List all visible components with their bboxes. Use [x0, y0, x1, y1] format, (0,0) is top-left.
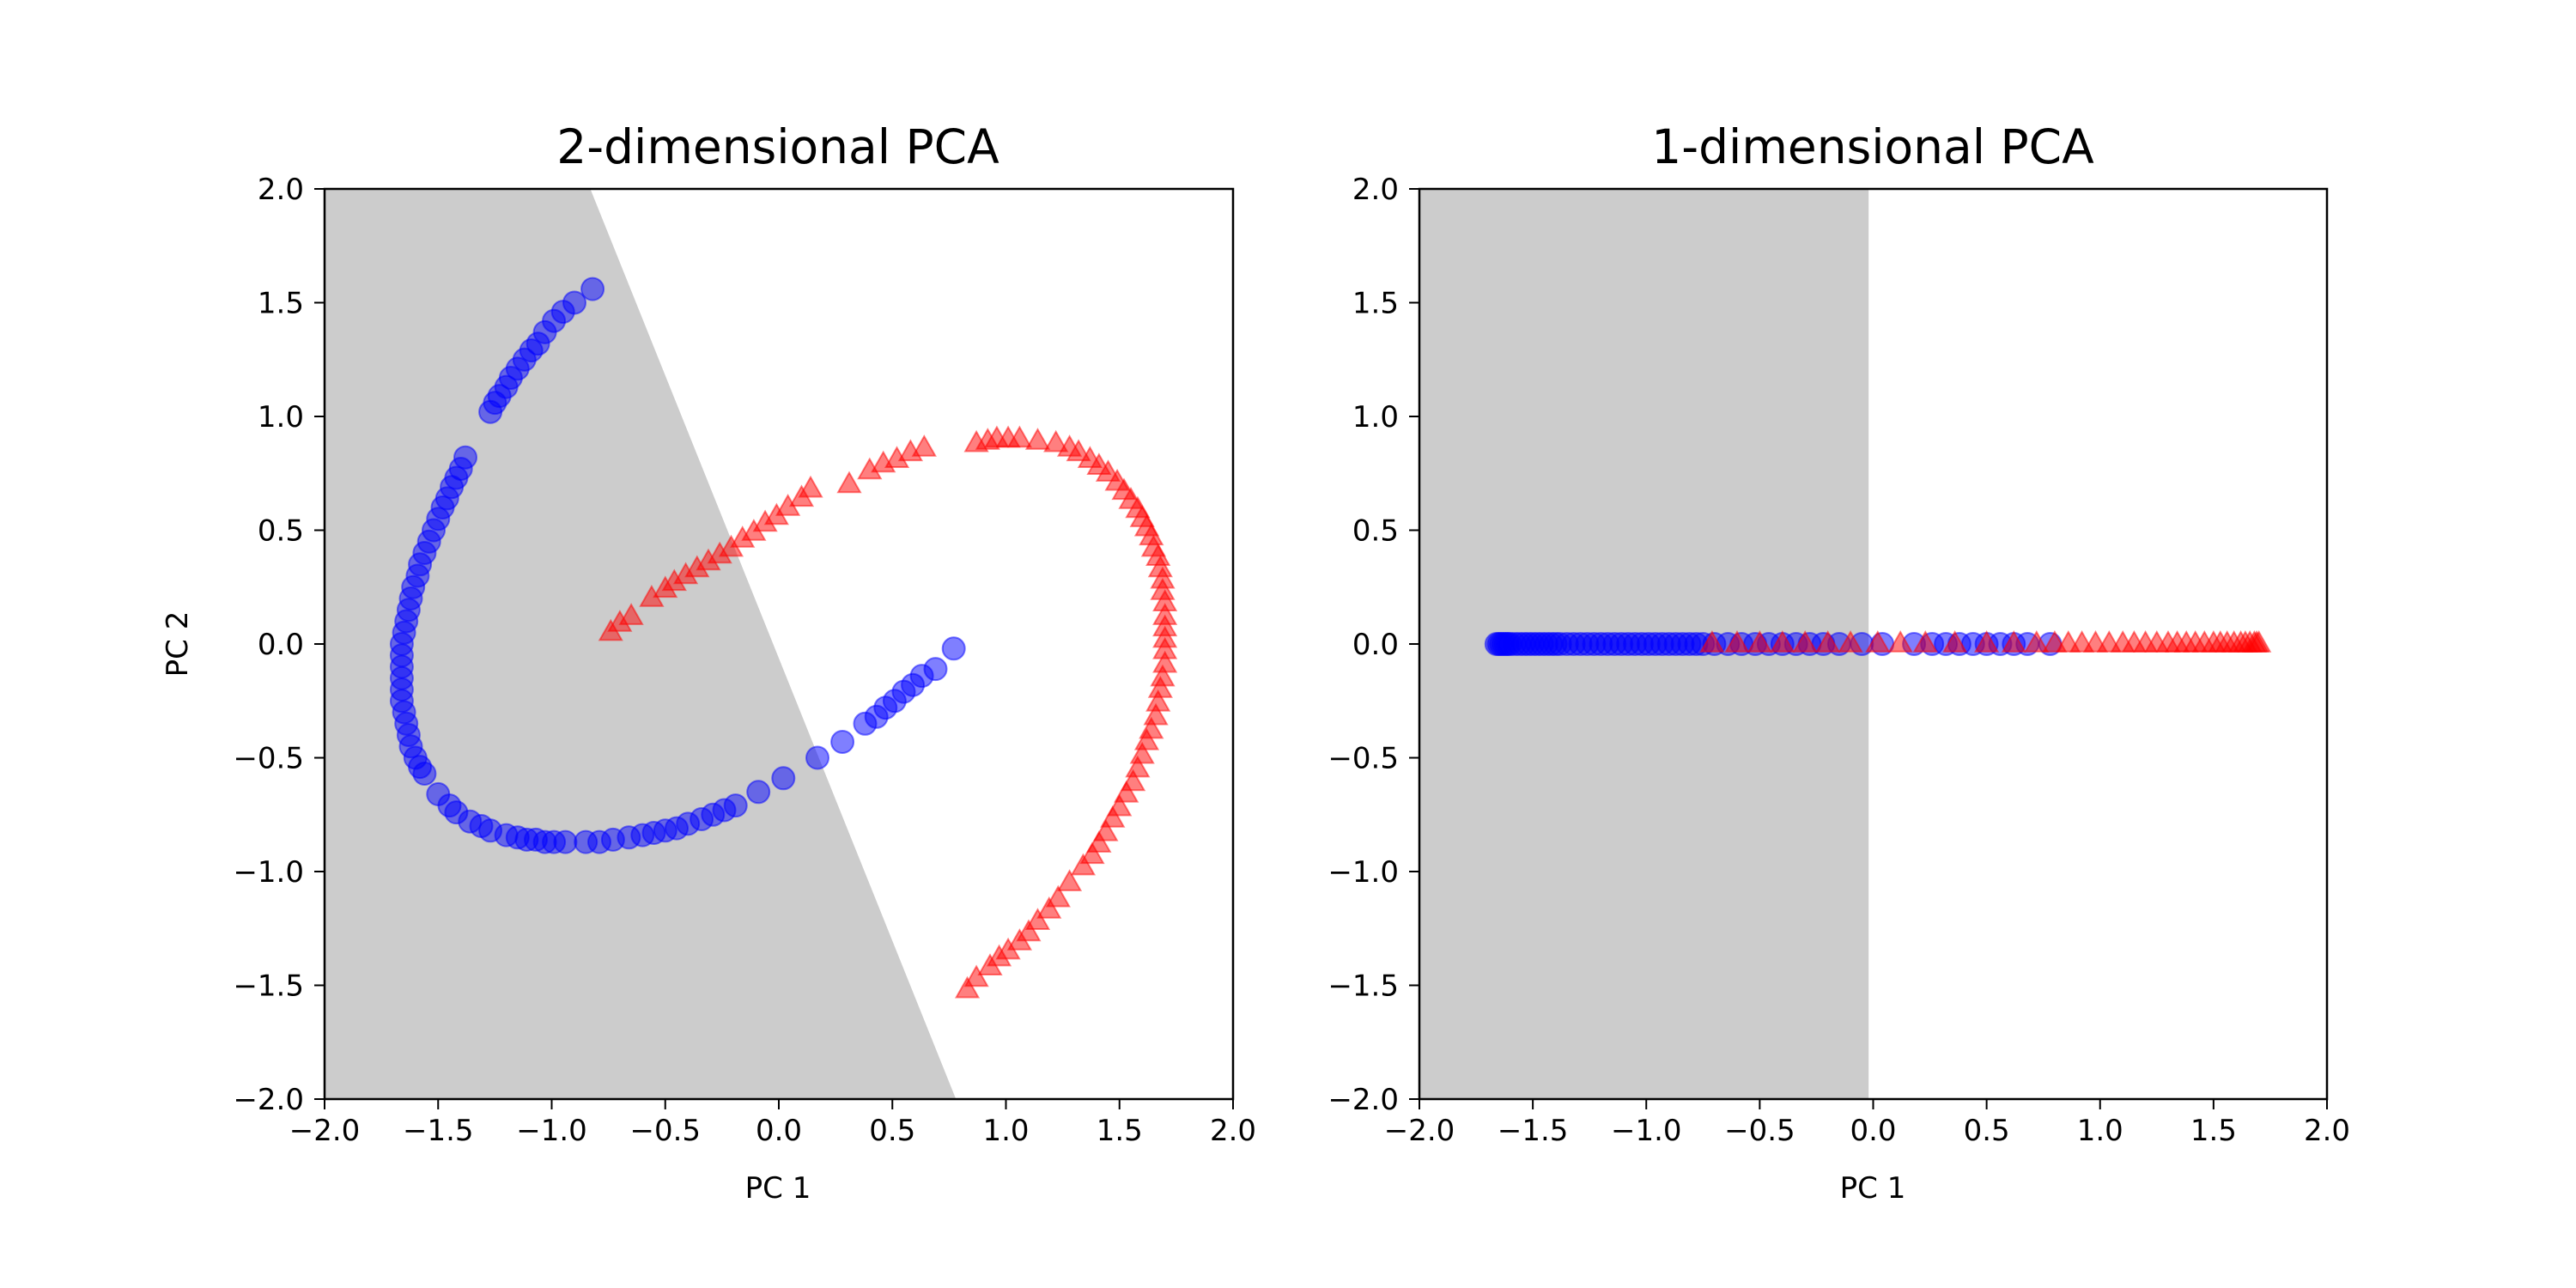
data-point-triangle	[1045, 884, 1071, 908]
y-tick-label: 0.5	[258, 514, 304, 549]
x-axis-label: PC 1	[745, 1171, 811, 1206]
x-tick-label: 0.0	[1850, 1114, 1896, 1148]
data-point-triangle	[1724, 629, 1750, 653]
x-tick-label: −0.5	[1724, 1114, 1795, 1148]
chart-2d-pca: 2-dimensional PCA PC 1 PC 2 −2.0 −1.5 −1.0…	[161, 119, 1256, 1206]
data-point-triangle	[977, 953, 1003, 975]
y-axis-label: PC 2	[161, 611, 195, 677]
data-point-triangle	[1973, 629, 2000, 653]
y-tick-label: −1.5	[233, 969, 304, 1004]
y-tick-label: −2.0	[1327, 1083, 1399, 1117]
x-tick-label: 1.0	[982, 1114, 1029, 1148]
data-point-triangle	[954, 975, 981, 999]
x-tick-label: −1.0	[1611, 1114, 1682, 1148]
y-tick-label: −1.0	[1327, 855, 1399, 890]
x-tick-label: 2.0	[2304, 1114, 2350, 1148]
x-tick-label: 2.0	[1210, 1114, 1256, 1148]
data-point-triangle	[1024, 908, 1051, 930]
x-tick-label: −1.0	[516, 1114, 587, 1148]
data-point-triangle	[1024, 428, 1051, 450]
x-tick-label: 0.0	[756, 1114, 802, 1148]
y-tick-label: −2.0	[233, 1083, 304, 1117]
y-tick-label: 0.0	[1352, 628, 1399, 662]
y-tick-label: −0.5	[1327, 742, 1399, 776]
plot-area: −2.0 −1.5 −1.0 −0.5 0.0 0.5 1.0 1.5 2.0 −2.0 −1.5 −…	[1327, 173, 2350, 1148]
x-tick-label: 1.5	[2190, 1114, 2237, 1148]
data-point-triangle	[1066, 439, 1091, 462]
x-tick-label: −1.5	[403, 1114, 474, 1148]
x-tick-label: −2.0	[1384, 1114, 1455, 1148]
y-tick-label: 0.0	[258, 628, 304, 662]
data-point-circle	[478, 399, 503, 424]
data-point-triangle	[1006, 928, 1033, 951]
data-point-triangle	[1070, 853, 1097, 876]
plot-area: −2.0 −1.5 −1.0 −0.5 0.0 0.5 1.0 1.5 2.0 −2.0 −1.5 −…	[233, 173, 1256, 1148]
y-tick-label: 1.0	[1352, 400, 1399, 434]
y-tick-label: −0.5	[233, 742, 304, 776]
data-point-triangle	[1056, 869, 1083, 891]
data-point-triangle	[1912, 629, 1938, 653]
data-point-triangle	[1838, 629, 1863, 653]
data-point-circle	[771, 766, 796, 791]
data-point-triangle	[1792, 629, 1818, 653]
data-point-triangle	[1865, 629, 1891, 653]
data-point-circle	[553, 829, 578, 854]
data-point-triangle	[1770, 629, 1795, 653]
data-point-circle	[923, 657, 948, 682]
y-tick-label: −1.5	[1327, 969, 1399, 1004]
data-point-triangle	[798, 475, 823, 498]
chart-title: 1-dimensional PCA	[1651, 119, 2094, 174]
data-point-triangle	[911, 434, 937, 457]
class-1-series	[1699, 629, 2272, 653]
data-point-triangle	[963, 964, 989, 987]
x-tick-label: 1.5	[1097, 1114, 1143, 1148]
y-tick-label: 1.5	[258, 287, 304, 321]
x-tick-label: −1.5	[1498, 1114, 1569, 1148]
class-0-series	[389, 276, 966, 854]
data-point-triangle	[1747, 629, 1773, 653]
x-tick-label: −2.0	[289, 1114, 361, 1148]
data-point-triangle	[2024, 629, 2050, 653]
data-point-triangle	[1942, 629, 1968, 653]
y-tick-label: −1.0	[233, 855, 304, 890]
y-tick-label: 1.0	[258, 400, 304, 434]
data-point-triangle	[2001, 629, 2026, 653]
data-point-circle	[580, 276, 605, 301]
data-point-circle	[830, 730, 855, 754]
chart-1d-pca: 1-dimensional PCA PC 1 −2.0 −1.5 −1.0 −0.5 0…	[1327, 119, 2350, 1206]
y-tick-label: 2.0	[258, 173, 304, 207]
data-point-triangle	[1699, 629, 1725, 653]
data-point-triangle	[836, 471, 862, 494]
x-tick-label: 0.5	[1964, 1114, 2010, 1148]
x-axis-label: PC 1	[1840, 1171, 1906, 1206]
y-tick-label: 0.5	[1352, 514, 1399, 549]
data-point-circle	[805, 745, 829, 770]
chart-title: 2-dimensional PCA	[556, 119, 999, 174]
data-point-triangle	[2246, 629, 2272, 653]
y-tick-label: 1.5	[1352, 287, 1399, 321]
data-point-triangle	[1815, 629, 1841, 653]
data-point-triangle	[1036, 896, 1062, 919]
data-point-circle	[412, 762, 437, 786]
x-tick-label: 1.0	[2077, 1114, 2123, 1148]
data-point-circle	[941, 636, 966, 661]
x-tick-label: 0.5	[869, 1114, 915, 1148]
data-point-triangle	[1043, 429, 1069, 453]
data-point-triangle	[618, 603, 644, 625]
data-point-circle	[746, 780, 771, 805]
y-tick-label: 2.0	[1352, 173, 1399, 207]
data-point-triangle	[1006, 425, 1033, 448]
data-point-triangle	[1887, 629, 1913, 653]
class-1-series	[598, 425, 1178, 999]
x-tick-label: −0.5	[629, 1114, 701, 1148]
data-point-triangle	[1079, 841, 1105, 865]
data-point-circle	[723, 793, 748, 818]
